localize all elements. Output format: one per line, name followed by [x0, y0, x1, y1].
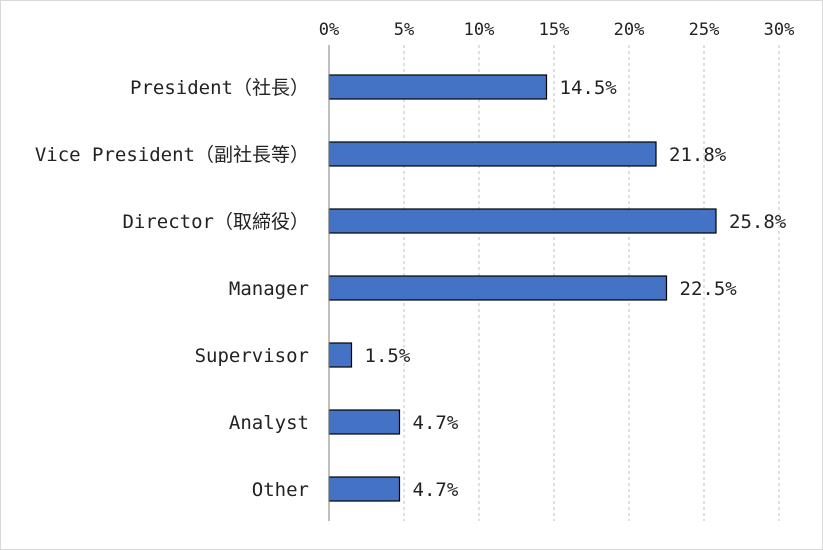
data-label: 1.5%: [365, 345, 411, 367]
x-tick-label: 0%: [319, 20, 339, 40]
data-label: 25.8%: [729, 211, 787, 233]
category-label: Supervisor: [195, 345, 309, 367]
x-tick-label: 15%: [539, 20, 570, 40]
category-label: Manager: [229, 278, 309, 300]
category-label: President（社長）: [130, 77, 309, 99]
bar: [328, 141, 657, 167]
category-labels: President（社長） Vice President（副社長等） Directo…: [35, 77, 309, 501]
bar: [328, 342, 353, 368]
data-labels: 14.5% 21.8% 25.8% 22.5% 1.5% 4.7% 4.7%: [365, 77, 787, 501]
x-tick-label: 5%: [394, 20, 414, 40]
x-axis-ticks: 0% 5% 10% 15% 20% 25% 30%: [319, 20, 795, 40]
data-label: 22.5%: [680, 278, 738, 300]
category-label: Analyst: [229, 412, 309, 434]
data-label: 21.8%: [669, 144, 727, 166]
data-label: 14.5%: [560, 77, 618, 99]
grid-lines: [403, 45, 780, 521]
x-tick-label: 30%: [764, 20, 795, 40]
category-label: Vice President（副社長等）: [35, 144, 309, 166]
x-tick-label: 10%: [464, 20, 495, 40]
x-tick-label: 25%: [689, 20, 720, 40]
bar: [328, 74, 548, 100]
bar: [328, 208, 717, 234]
category-label: Other: [252, 479, 309, 501]
data-label: 4.7%: [413, 479, 459, 501]
bar: [328, 275, 668, 301]
bar: [328, 476, 401, 502]
bar: [328, 409, 401, 435]
data-label: 4.7%: [413, 412, 459, 434]
category-label: Director（取締役）: [122, 211, 309, 233]
x-tick-label: 20%: [614, 20, 645, 40]
bars: [328, 74, 717, 502]
